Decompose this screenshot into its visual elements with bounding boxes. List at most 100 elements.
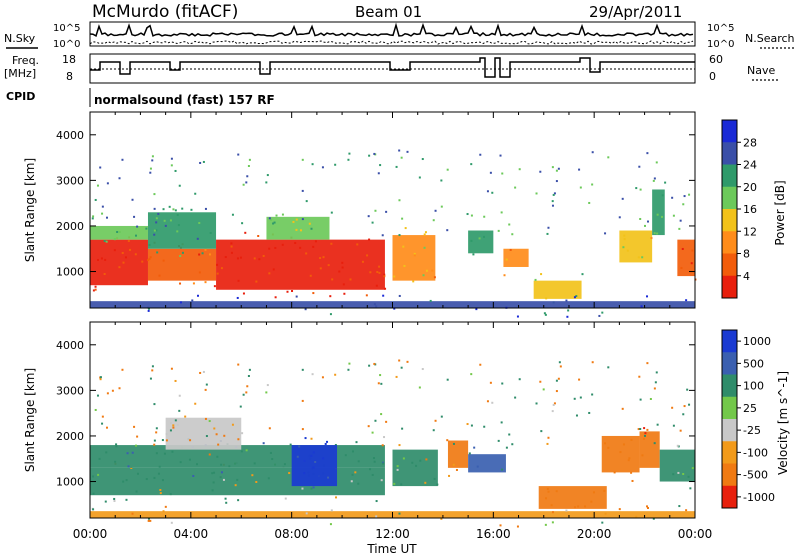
- data-speckle: [136, 435, 139, 438]
- data-speckle: [440, 415, 443, 418]
- data-speckle: [398, 512, 401, 515]
- data-speckle: [141, 260, 144, 263]
- data-speckle: [591, 151, 594, 154]
- data-speckle: [577, 505, 580, 508]
- ytick-label: 1000: [56, 476, 84, 489]
- data-speckle: [401, 427, 404, 430]
- data-speckle: [500, 468, 503, 471]
- data-speckle: [334, 443, 337, 446]
- data-speckle: [213, 427, 216, 430]
- data-speckle: [163, 219, 166, 222]
- data-speckle: [369, 271, 372, 274]
- freq-series-line: [90, 57, 695, 78]
- data-speckle: [483, 425, 486, 428]
- data-speckle: [291, 289, 294, 292]
- data-speckle: [635, 187, 638, 190]
- data-speckle: [355, 441, 358, 444]
- data-speckle: [149, 256, 152, 259]
- data-speckle: [552, 193, 555, 196]
- data-speckle: [385, 210, 388, 213]
- data-speckle: [682, 413, 685, 416]
- data-speckle: [637, 256, 640, 259]
- data-speckle: [381, 234, 384, 237]
- data-speckle: [565, 299, 568, 302]
- data-speckle: [330, 242, 333, 245]
- colorbar-tick-label: 12: [743, 225, 757, 238]
- data-speckle: [431, 269, 434, 272]
- data-speckle: [147, 519, 150, 522]
- data-speckle: [424, 231, 427, 234]
- data-speckle: [511, 443, 514, 446]
- data-speckle: [155, 221, 158, 224]
- data-speckle: [242, 183, 245, 186]
- data-speckle: [301, 487, 304, 490]
- data-speckle: [446, 229, 449, 232]
- data-speckle: [375, 305, 378, 308]
- data-speckle: [671, 406, 674, 409]
- data-speckle: [162, 510, 165, 513]
- data-speckle: [534, 278, 537, 281]
- data-speckle: [404, 227, 407, 230]
- data-speckle: [380, 413, 383, 416]
- cpid-text: normalsound (fast) 157 RF: [94, 93, 275, 107]
- data-speckle: [312, 451, 315, 454]
- data-speckle: [148, 257, 151, 260]
- data-speckle: [94, 408, 97, 411]
- colorbar-segment: [722, 330, 737, 353]
- data-speckle: [322, 256, 325, 259]
- data-speckle: [94, 285, 97, 288]
- data-speckle: [204, 281, 207, 284]
- data-block: [639, 431, 660, 468]
- data-speckle: [372, 457, 375, 460]
- data-speckle: [639, 217, 642, 220]
- data-speckle: [335, 496, 338, 499]
- data-speckle: [683, 195, 686, 198]
- data-speckle: [544, 313, 547, 316]
- data-speckle: [603, 489, 606, 492]
- data-speckle: [621, 407, 624, 410]
- data-speckle: [591, 361, 594, 364]
- colorbar-segment: [722, 142, 737, 165]
- data-speckle: [310, 437, 313, 440]
- data-speckle: [163, 452, 166, 455]
- velocity-yticks: 1000 2000 3000 4000: [56, 339, 695, 489]
- data-speckle: [644, 432, 647, 435]
- data-speckle: [555, 490, 558, 493]
- data-speckle: [691, 467, 694, 470]
- data-speckle: [179, 255, 182, 258]
- data-speckle: [652, 179, 655, 182]
- colorbar-segment: [722, 231, 737, 254]
- data-speckle: [211, 472, 214, 475]
- data-speckle: [653, 232, 656, 235]
- data-speckle: [213, 471, 216, 474]
- data-speckle: [546, 487, 549, 490]
- data-speckle: [165, 433, 168, 436]
- colorbar-tick-label: 1000: [743, 335, 771, 348]
- data-speckle: [682, 203, 685, 206]
- time-tick-label: 16:00: [476, 527, 511, 541]
- data-speckle: [174, 209, 177, 212]
- data-speckle: [402, 457, 405, 460]
- data-speckle: [424, 481, 427, 484]
- data-speckle: [113, 249, 116, 252]
- data-speckle: [151, 159, 154, 162]
- data-speckle: [131, 451, 134, 454]
- data-speckle: [590, 500, 593, 503]
- data-speckle: [377, 172, 380, 175]
- data-speckle: [653, 177, 656, 180]
- data-speckle: [96, 394, 99, 397]
- data-speckle: [237, 363, 240, 366]
- data-speckle: [125, 479, 128, 482]
- data-speckle: [627, 459, 630, 462]
- data-speckle: [646, 505, 649, 508]
- data-speckle: [301, 399, 304, 402]
- data-speckle: [479, 153, 482, 156]
- data-speckle: [406, 150, 409, 153]
- velocity-panel: Slant Range [km] 1000 2000 3000 4000 1000 50…: [23, 321, 790, 528]
- nsearch-series-line: [89, 40, 694, 45]
- data-speckle: [147, 517, 150, 520]
- data-speckle: [652, 517, 655, 520]
- data-speckle: [553, 402, 556, 405]
- data-speckle: [440, 179, 443, 182]
